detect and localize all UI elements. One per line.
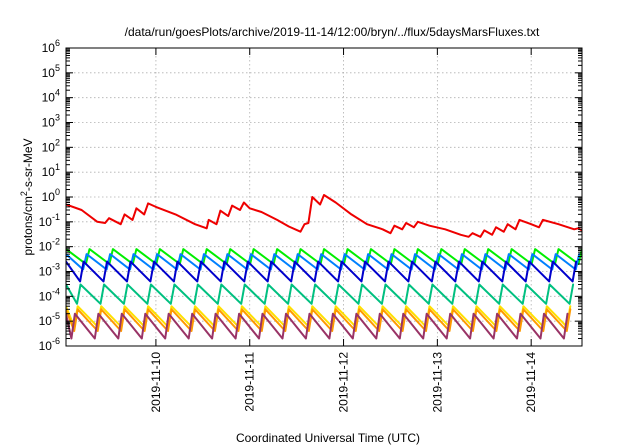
y-tick-label: 105 [42,63,60,80]
series-line-8 [66,312,569,340]
y-tick-base: 10 [39,240,53,254]
y-axis-title-rest: -s-sr-MeV [21,138,35,191]
y-tick-base: 10 [39,314,53,328]
y-axis: 10-610-510-410-310-210-11001011021031041… [39,38,582,353]
y-tick-exponent: -4 [52,286,60,296]
y-tick-exponent: -3 [52,262,60,272]
series-line-4 [66,260,578,283]
series-line-7 [66,308,572,332]
y-tick-label: 10-3 [39,262,60,279]
y-tick-label: 104 [42,88,60,105]
y-tick-label: 10-4 [39,286,60,303]
x-tick-label: 2019-11-13 [430,352,444,413]
y-axis-title: protons/cm2-s-sr-MeV [19,138,35,255]
y-tick-base: 10 [39,339,53,353]
y-tick-label: 106 [42,38,60,55]
y-axis-title-exponent: 2 [19,191,29,196]
y-tick-base: 10 [42,116,56,130]
y-tick-base: 10 [42,190,56,204]
y-tick-exponent: 2 [55,137,60,147]
y-tick-exponent: 5 [55,63,60,73]
y-tick-label: 10-5 [39,311,60,328]
y-axis-title-unit: protons/cm [21,196,35,255]
x-tick-label: 2019-11-11 [243,352,257,412]
y-tick-exponent: 0 [55,187,60,197]
y-tick-exponent: -1 [52,212,60,222]
y-tick-base: 10 [39,215,53,229]
y-tick-base: 10 [42,165,56,179]
y-tick-label: 101 [42,162,60,179]
x-axis: 2019-11-10 2019-11-11 2019-11-12 2019-11-13… [149,48,538,413]
y-tick-base: 10 [39,289,53,303]
x-tick-label: 2019-11-14 [524,352,538,413]
series-line-2 [66,248,582,265]
y-tick-label: 102 [42,137,60,154]
y-tick-base: 10 [42,91,56,105]
y-tick-base: 10 [42,66,56,80]
x-tick-label: 2019-11-12 [337,352,351,413]
y-tick-label: 100 [42,187,60,204]
series-line-5 [66,283,575,305]
x-tick-label: 2019-11-10 [149,352,163,413]
y-tick-exponent: 4 [55,88,60,98]
y-tick-base: 10 [42,140,56,154]
gridlines [66,48,582,346]
chart-title: /data/run/goesPlots/archive/2019-11-14/1… [125,25,540,39]
y-tick-label: 10-1 [39,212,60,229]
series-line-3 [66,253,581,271]
series-line-1 [66,194,582,238]
y-tick-label: 103 [42,113,60,130]
y-tick-base: 10 [42,41,56,55]
y-tick-exponent: 6 [55,38,60,48]
y-tick-exponent: -5 [52,311,60,321]
data-series [66,194,582,340]
y-tick-label: 10-2 [39,237,60,254]
y-tick-base: 10 [39,265,53,279]
y-tick-exponent: -6 [52,336,60,346]
x-axis-title: Coordinated Universal Time (UTC) [236,431,420,445]
y-tick-label: 10-6 [39,336,60,353]
y-tick-exponent: -2 [52,237,60,247]
y-tick-exponent: 3 [55,113,60,123]
y-tick-exponent: 1 [55,162,60,172]
